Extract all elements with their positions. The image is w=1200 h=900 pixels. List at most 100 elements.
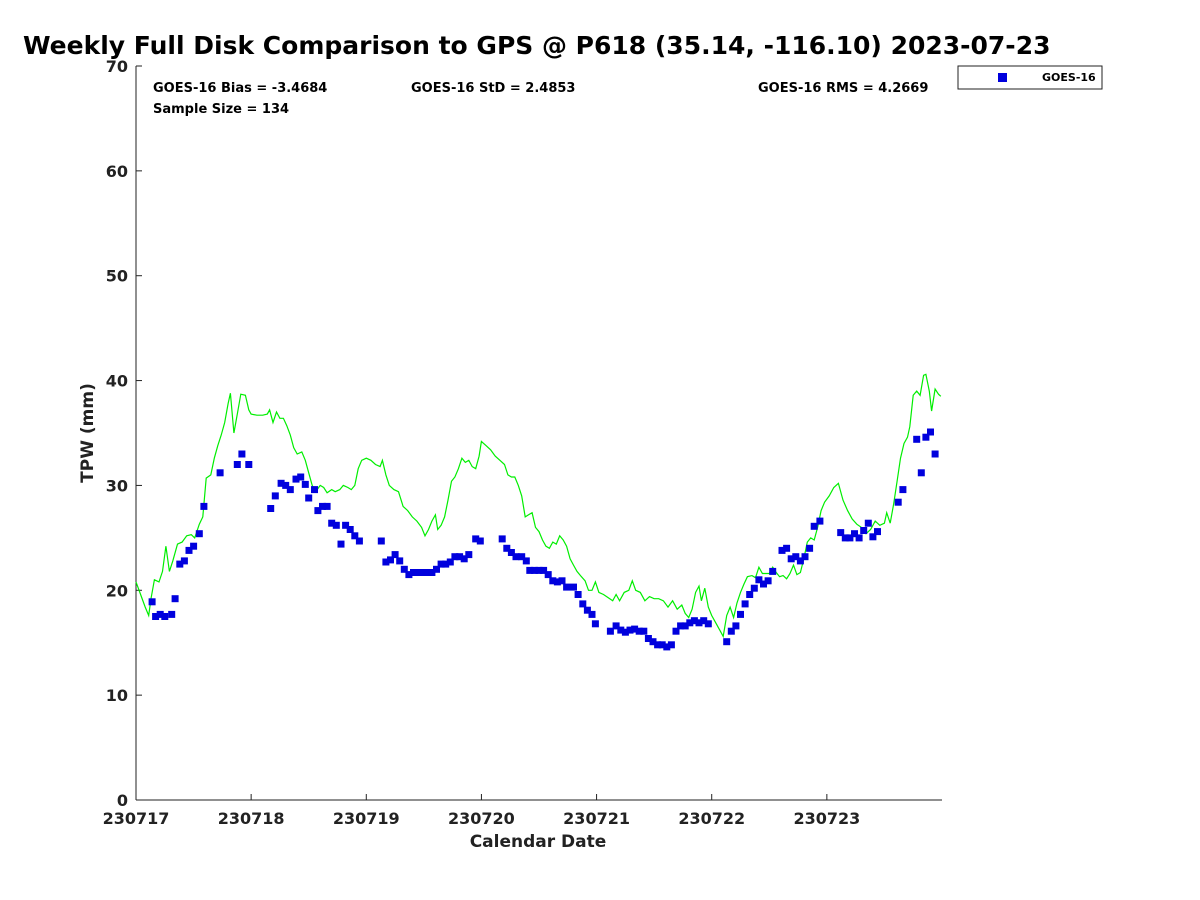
- legend: GOES-16: [957, 65, 1103, 90]
- stat-bias: GOES-16 Bias = -3.4684: [153, 81, 327, 96]
- goes-point: [446, 558, 454, 566]
- goes-point: [507, 549, 515, 556]
- goes-point: [544, 571, 552, 579]
- goes-point: [328, 519, 336, 527]
- goes-point: [874, 528, 881, 536]
- goes-point: [626, 626, 634, 634]
- y-tick-label: 0: [117, 791, 128, 810]
- goes-point: [841, 534, 849, 542]
- goes-point: [563, 583, 571, 591]
- goes-point: [195, 530, 203, 538]
- x-tick-label: 230721: [563, 809, 630, 828]
- legend-box: [957, 65, 1103, 90]
- goes-point: [700, 617, 708, 625]
- goes-point: [864, 519, 872, 527]
- y-axis-label: TPW (mm): [78, 383, 98, 483]
- legend-marker-goes-16: [998, 73, 1007, 82]
- goes-point: [171, 595, 179, 603]
- goes-point: [913, 435, 921, 443]
- goes-point: [396, 557, 404, 565]
- goes-point: [588, 610, 596, 618]
- goes-point: [377, 537, 385, 545]
- legend-label-goes-16: GOES-16: [1042, 71, 1096, 84]
- goes-point: [635, 627, 643, 635]
- goes-point: [405, 571, 413, 579]
- goes-point: [297, 473, 305, 481]
- goes-point: [271, 492, 279, 500]
- goes-point: [180, 557, 188, 565]
- goes-point: [346, 526, 354, 533]
- goes-point: [391, 551, 399, 559]
- goes-point: [553, 578, 561, 586]
- goes-point: [783, 544, 791, 552]
- goes-point: [686, 619, 694, 627]
- x-tick-label: 230718: [218, 809, 285, 828]
- goes-point: [549, 577, 557, 585]
- goes-point: [156, 610, 164, 618]
- goes-point: [301, 480, 309, 488]
- goes-point: [583, 606, 591, 614]
- x-tick-label: 230722: [678, 809, 745, 828]
- y-tick-label: 70: [106, 57, 128, 76]
- goes-point: [899, 486, 907, 494]
- y-tick-label: 30: [106, 476, 128, 495]
- goes-point: [931, 450, 939, 458]
- goes-point: [168, 610, 176, 618]
- goes-point: [631, 625, 639, 633]
- goes-point: [428, 569, 436, 576]
- goes-point: [472, 535, 480, 543]
- stat-sample-size: Sample Size = 134: [153, 102, 289, 117]
- goes-point: [606, 627, 614, 635]
- goes-point: [526, 566, 534, 574]
- x-tick-label: 230719: [333, 809, 400, 828]
- goes-point: [621, 628, 629, 636]
- goes-point: [286, 486, 294, 494]
- gps-series-line: [135, 373, 942, 639]
- goes-point: [522, 557, 530, 565]
- x-tick-label: 230723: [793, 809, 860, 828]
- goes-point: [695, 619, 703, 627]
- goes-point: [233, 461, 241, 468]
- goes-point: [810, 522, 818, 530]
- goes-point: [764, 577, 772, 585]
- chart-title: Weekly Full Disk Comparison to GPS @ P61…: [23, 31, 1050, 60]
- goes-point: [732, 622, 740, 630]
- goes-point: [161, 613, 169, 620]
- goes-point: [292, 475, 300, 483]
- goes-point: [769, 567, 777, 575]
- x-axis-label: Calendar Date: [470, 832, 607, 852]
- goes-point: [816, 517, 824, 525]
- goes-point: [672, 627, 680, 635]
- goes-point: [387, 556, 394, 564]
- goes-point: [658, 641, 666, 649]
- goes-point: [746, 591, 754, 598]
- y-tick-label: 10: [106, 686, 128, 705]
- goes-point: [148, 598, 156, 606]
- goes-point: [311, 486, 318, 494]
- goes-point: [617, 626, 625, 634]
- goes-point: [337, 540, 345, 548]
- goes-point: [423, 569, 431, 576]
- stats-annotations: GOES-16 Bias = -3.4684 GOES-16 StD = 2.4…: [153, 81, 928, 117]
- goes-point: [644, 635, 652, 642]
- y-tick-label: 40: [106, 372, 128, 391]
- goes-point: [778, 546, 786, 554]
- goes-point: [663, 643, 671, 651]
- goes-point: [200, 502, 208, 510]
- goes-point: [570, 583, 577, 591]
- goes-point: [277, 479, 285, 487]
- goes-point: [451, 553, 459, 561]
- goes-point: [922, 433, 930, 441]
- goes-point: [851, 530, 858, 538]
- goes-point: [855, 534, 863, 542]
- stat-rms: GOES-16 RMS = 4.2669: [758, 81, 928, 96]
- goes-point: [792, 553, 800, 561]
- goes-point: [190, 542, 198, 550]
- goes-point: [558, 577, 566, 585]
- goes-point: [917, 469, 925, 477]
- goes-point: [727, 627, 735, 635]
- goes-point: [355, 537, 363, 545]
- goes-point: [460, 555, 468, 563]
- stat-std: GOES-16 StD = 2.4853: [411, 81, 575, 96]
